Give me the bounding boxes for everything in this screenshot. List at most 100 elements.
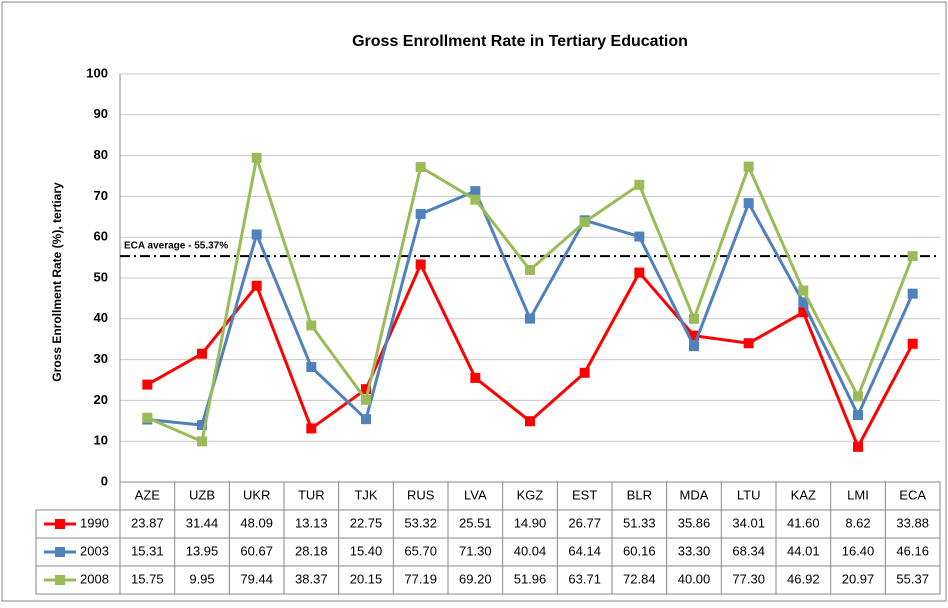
data-label: 64.14 [568,543,601,558]
data-label: 72.84 [623,571,656,586]
data-label: 23.87 [131,515,164,530]
marker [743,198,754,209]
data-label: 44.01 [787,543,820,558]
data-label: 8.62 [845,515,870,530]
marker [251,152,262,163]
data-label: 13.95 [186,543,219,558]
marker [689,330,699,341]
marker [907,288,918,299]
data-label: 15.75 [131,571,164,586]
data-label: 71.30 [459,543,492,558]
x-tick-label: LTU [737,487,761,502]
data-label: 68.34 [732,543,765,558]
marker [634,267,645,278]
y-tick-label: 20 [94,392,108,407]
x-tick-label: KGZ [517,487,544,502]
marker [853,391,863,402]
marker [798,307,809,318]
data-label: 60.16 [623,543,656,558]
data-label: 60.67 [240,543,273,558]
data-label: 51.33 [623,515,656,530]
marker [361,384,371,395]
marker [525,416,535,427]
x-tick-label: AZE [135,487,161,502]
marker [415,259,426,270]
data-label: 46.92 [787,571,820,586]
reference-label: ECA average - 55.37% [124,241,228,252]
marker [579,367,590,378]
x-tick-label: BLR [627,487,652,502]
marker [743,161,754,172]
data-label: 69.20 [459,571,492,586]
marker [197,420,207,431]
data-label: 48.09 [240,515,273,530]
y-tick-label: 10 [94,433,108,448]
data-label: 26.77 [568,515,601,530]
y-tick-label: 90 [94,106,108,121]
marker [743,338,754,349]
marker [306,320,317,331]
legend-label: 1990 [80,515,109,530]
x-tick-label: ECA [899,487,926,502]
marker [142,412,153,423]
marker [907,251,918,262]
x-tick-label: TUR [298,487,325,502]
data-label: 77.19 [404,571,437,586]
marker [798,285,809,296]
y-tick-label: 60 [94,229,108,244]
marker [470,186,481,197]
legend-label: 2003 [80,543,109,558]
marker [634,231,645,242]
data-label: 34.01 [732,515,765,530]
marker [306,423,317,434]
data-label: 53.32 [404,515,437,530]
data-label: 9.95 [189,571,214,586]
x-tick-label: LMI [847,487,869,502]
marker [197,348,207,359]
marker [251,229,262,240]
marker [470,372,481,383]
data-label: 16.40 [842,543,875,558]
data-label: 25.51 [459,515,492,530]
marker [853,441,863,452]
y-tick-label: 80 [94,147,108,162]
data-label: 33.88 [896,515,929,530]
data-label: 22.75 [350,515,383,530]
marker [853,410,863,421]
x-tick-label: KAZ [791,487,816,502]
marker [361,414,371,425]
data-label: 65.70 [404,543,437,558]
marker [415,162,426,173]
data-label: 55.37 [896,571,929,586]
x-tick-label: UKR [243,487,270,502]
data-label: 79.44 [240,571,273,586]
data-label: 77.30 [732,571,765,586]
y-tick-label: 40 [94,310,108,325]
data-label: 40.00 [678,571,711,586]
x-tick-label: TJK [354,487,377,502]
x-tick-label: MDA [680,487,709,502]
legend-swatch [55,547,65,557]
x-tick-label: UZB [189,487,215,502]
data-label: 46.16 [896,543,929,558]
data-label: 33.30 [678,543,711,558]
data-label: 40.04 [514,543,547,558]
data-label: 15.31 [131,543,164,558]
x-tick-label: RUS [407,487,435,502]
data-label: 28.18 [295,543,328,558]
data-label: 13.13 [295,515,328,530]
data-label: 38.37 [295,571,328,586]
marker [798,297,809,308]
marker [197,436,207,447]
data-label: 20.97 [842,571,875,586]
marker [470,194,481,205]
y-tick-label: 30 [94,351,108,366]
marker [907,338,918,349]
x-tick-label: EST [572,487,597,502]
marker [634,179,645,190]
data-label: 51.96 [514,571,547,586]
marker [579,217,590,228]
marker [142,379,153,390]
